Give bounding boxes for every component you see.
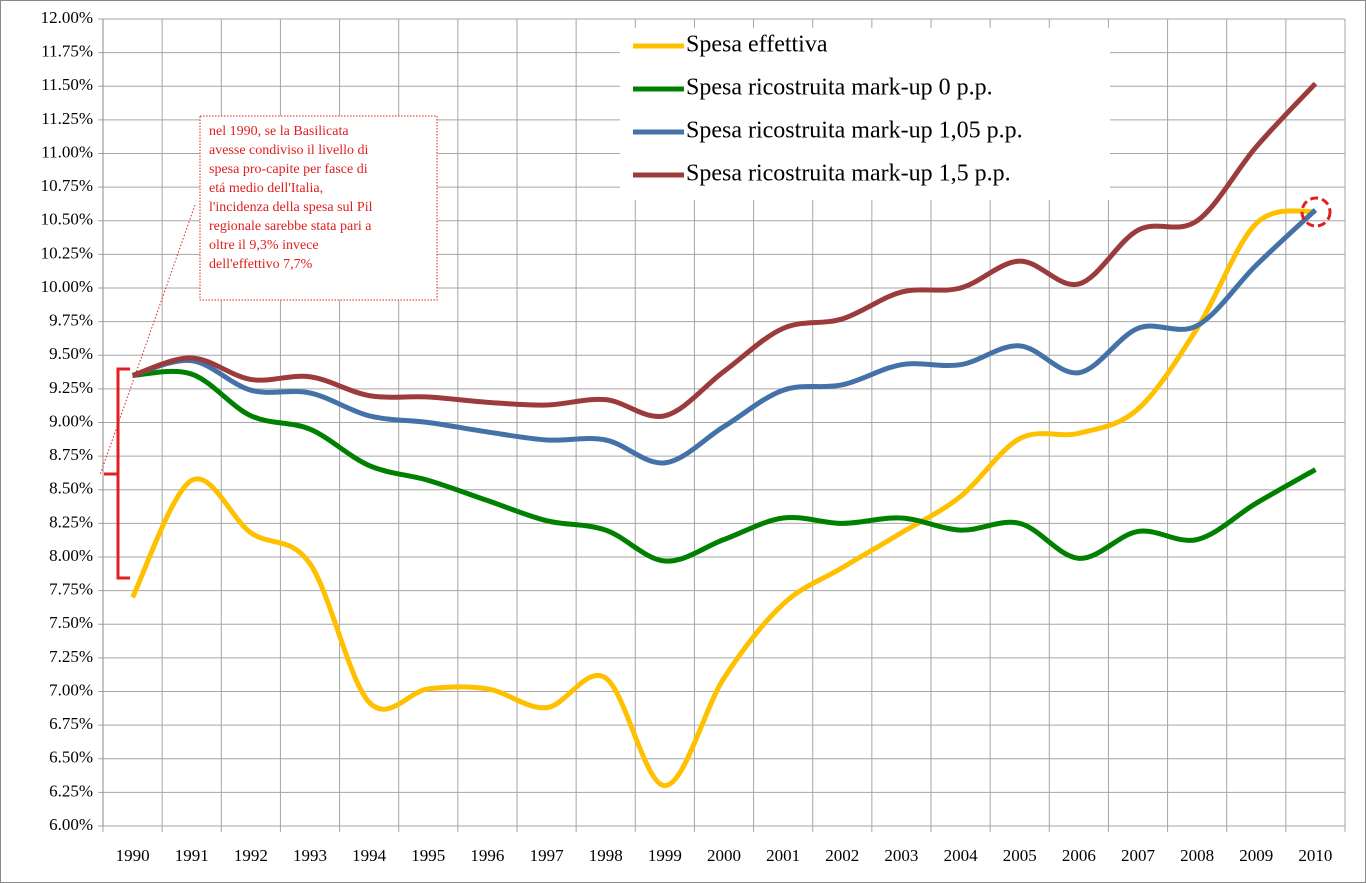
x-tick-label: 1998: [589, 846, 623, 865]
series-line: [131, 208, 1318, 466]
x-tick-label: 2006: [1062, 846, 1096, 865]
series-line: [130, 208, 1316, 789]
annotation-line: spesa pro-capite per fasce di: [209, 162, 368, 177]
y-tick-label: 11.50%: [41, 75, 93, 94]
legend-label: Spesa effettiva: [686, 32, 828, 58]
legend-bg: [620, 28, 1110, 200]
y-tick-label: 11.25%: [41, 109, 93, 128]
y-tick-label: 8.75%: [49, 445, 93, 464]
y-tick-label: 12.00%: [41, 8, 93, 27]
y-tick-label: 9.00%: [49, 411, 93, 430]
x-tick-label: 2005: [1003, 846, 1037, 865]
x-tick-label: 2002: [825, 846, 859, 865]
annotation-line: regionale sarebbe stata pari a: [209, 219, 372, 234]
y-tick-label: 9.50%: [49, 344, 93, 363]
y-tick-label: 9.25%: [49, 378, 93, 397]
x-tick-label: 1992: [234, 846, 268, 865]
x-tick-label: 2009: [1239, 846, 1273, 865]
x-tick-label: 1997: [530, 846, 565, 865]
legend: Spesa effettiva Spesa ricostruita mark-up…: [633, 32, 1023, 187]
series-line: [132, 368, 1317, 564]
y-tick-label: 7.75%: [49, 580, 93, 599]
annotation-line: oltre il 9,3% invece: [209, 238, 319, 253]
y-tick-label: 11.75%: [41, 42, 93, 61]
x-tick-label: 1999: [648, 846, 682, 865]
annotation: nel 1990, se la Basilicata avesse condivi…: [209, 124, 373, 272]
y-tick-label: 10.75%: [41, 176, 93, 195]
legend-label: Spesa ricostruita mark-up 1,05 p.p.: [686, 118, 1023, 144]
x-tick-label: 2007: [1121, 846, 1156, 865]
y-tick-label: 10.00%: [41, 277, 93, 296]
y-tick-label: 7.50%: [49, 613, 93, 632]
y-tick-label: 10.50%: [41, 210, 93, 229]
x-tick-label: 2004: [944, 846, 979, 865]
x-tick-label: 2000: [707, 846, 741, 865]
lines: [130, 81, 1318, 789]
annotation-line: etá medio dell'Italia,: [209, 181, 323, 196]
x-tick-label: 1991: [175, 846, 209, 865]
y-tick-label: 10.25%: [41, 243, 93, 262]
y-tick-label: 6.25%: [49, 781, 93, 800]
annotation-line: avesse condiviso il livello di: [209, 143, 369, 158]
series-line: [131, 81, 1318, 420]
x-tick-label: 1993: [293, 846, 327, 865]
x-tick-label: 2001: [766, 846, 800, 865]
x-tick-label: 2008: [1180, 846, 1214, 865]
x-tick-label: 1995: [411, 846, 445, 865]
annotation-box: [199, 115, 438, 301]
annotation-line: dell'effettivo 7,7%: [209, 257, 313, 272]
x-tick-label: 1990: [116, 846, 150, 865]
legend-label: Spesa ricostruita mark-up 1,5 p.p.: [686, 161, 1011, 187]
annotation-pointer: [99, 204, 196, 476]
x-tick-label: 2003: [884, 846, 918, 865]
y-tick-label: 6.00%: [49, 815, 93, 834]
y-tick-label: 6.50%: [49, 748, 93, 767]
x-tick-label: 1996: [470, 846, 504, 865]
x-tick-label: 2010: [1298, 846, 1332, 865]
annotation-line: nel 1990, se la Basilicata: [209, 124, 349, 139]
highlight: [1300, 196, 1332, 228]
annotation-line: l'incidenza della spesa sul Pil: [209, 200, 373, 215]
y-tick-label: 9.75%: [49, 311, 93, 330]
y-tick-label: 8.25%: [49, 512, 93, 531]
y-tick-label: 6.75%: [49, 714, 93, 733]
y-tick-label: 8.50%: [49, 479, 93, 498]
legend-label: Spesa ricostruita mark-up 0 p.p.: [686, 75, 993, 101]
y-tick-label: 11.00%: [41, 142, 93, 161]
y-tick-label: 8.00%: [49, 546, 93, 565]
x-tick-label: 1994: [352, 846, 387, 865]
y-tick-label: 7.00%: [49, 680, 93, 699]
bracket: [104, 367, 130, 580]
y-tick-label: 7.25%: [49, 647, 93, 666]
